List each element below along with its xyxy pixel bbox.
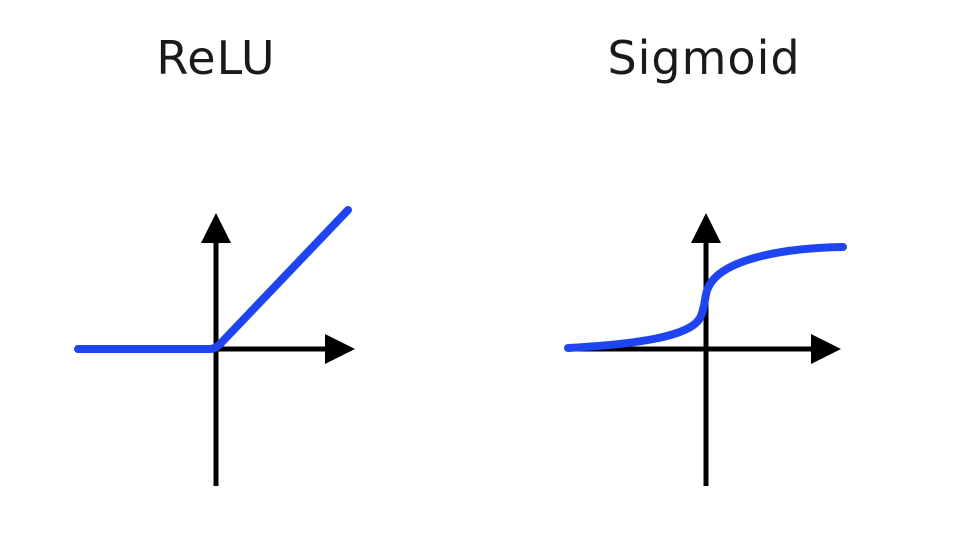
sigmoid-title: Sigmoid: [607, 31, 801, 85]
sigmoid-curve: [564, 243, 847, 352]
relu-curve: [74, 206, 352, 353]
relu-axes: [80, 213, 355, 486]
sigmoid-plot: [564, 213, 847, 486]
sigmoid-axes: [566, 213, 841, 486]
relu-title: ReLU: [156, 31, 276, 85]
relu-plot: [74, 206, 355, 486]
